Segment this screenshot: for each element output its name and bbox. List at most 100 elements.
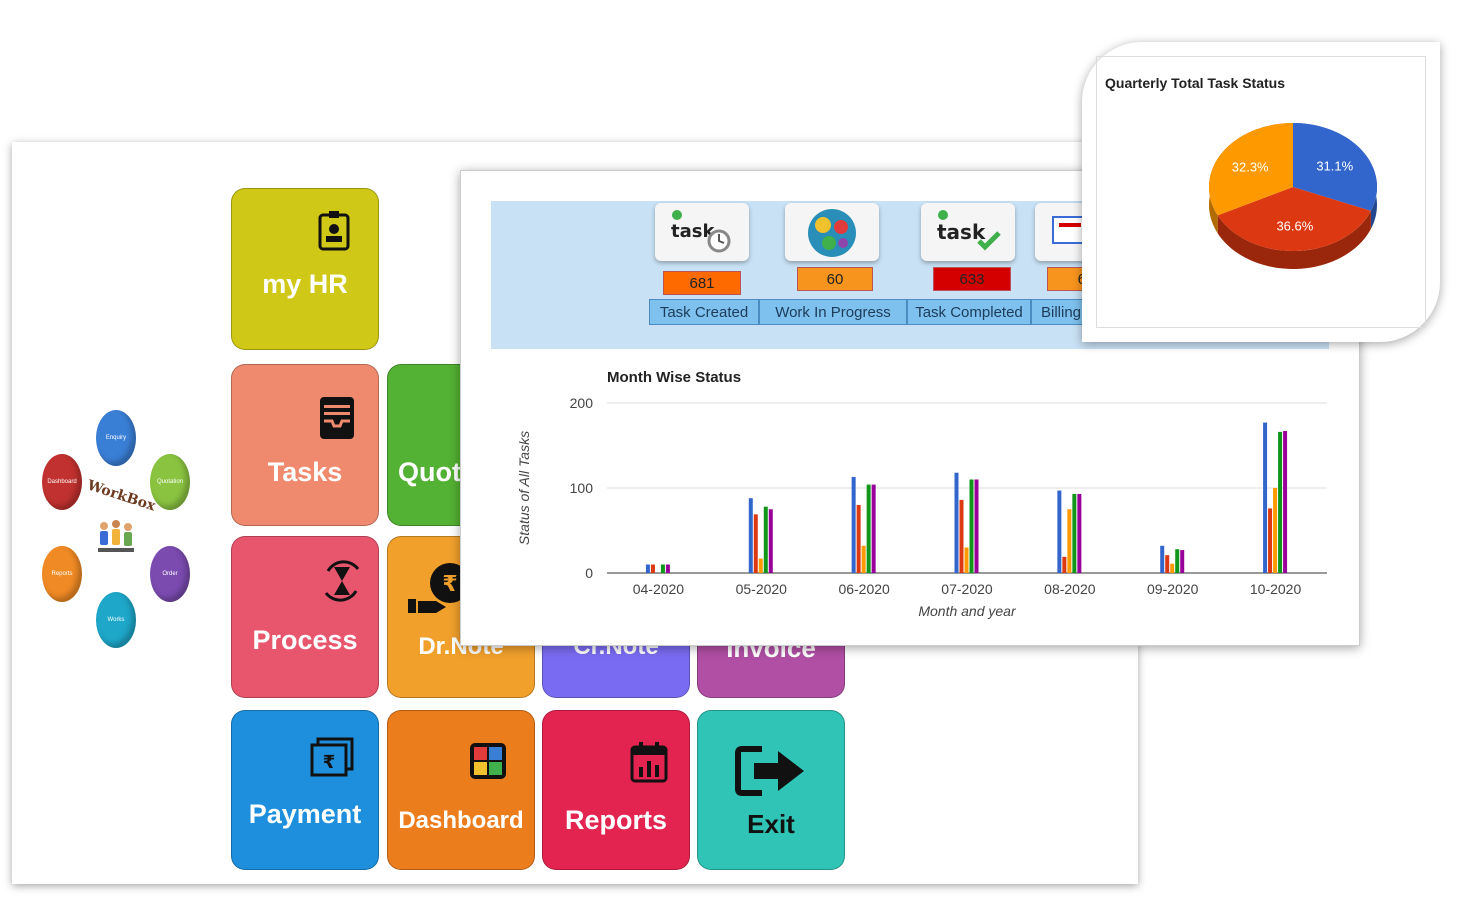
x-tick-label: 07-2020 xyxy=(941,581,993,597)
cycle-node-quotation: Quotation xyxy=(150,454,190,510)
pie-slice-side xyxy=(1217,210,1371,269)
tile-dashboard-label: Dashboard xyxy=(398,807,524,834)
team-people-icon xyxy=(98,520,134,552)
pie-slice-label: 31.1% xyxy=(1316,159,1353,174)
task-created-label: Task Created xyxy=(649,299,759,325)
bar xyxy=(856,505,861,573)
tile-tasks[interactable]: Tasks xyxy=(231,364,379,526)
pie-slice xyxy=(1293,123,1377,211)
stat-work-in-progress[interactable]: 60 Work In Progress xyxy=(759,201,907,349)
bill-icon xyxy=(1035,203,1091,261)
tile-process[interactable]: Process xyxy=(231,536,379,698)
id-badge-icon xyxy=(318,211,350,251)
workbox-cycle-logo: Enquiry Quotation Order Works Reports Da… xyxy=(40,410,190,650)
tile-exit-label: Exit xyxy=(747,809,795,839)
bar xyxy=(665,564,670,573)
bar xyxy=(866,484,871,573)
svg-text:₹: ₹ xyxy=(442,572,457,597)
bar xyxy=(1283,431,1288,573)
task-completed-count: 633 xyxy=(933,267,1011,291)
bar xyxy=(753,514,758,573)
inbox-tray-icon xyxy=(320,397,354,439)
bar xyxy=(1067,509,1072,573)
bar xyxy=(1072,493,1077,573)
x-tick-label: 05-2020 xyxy=(736,581,788,597)
dashboard-grid-icon xyxy=(470,743,506,779)
x-tick-label: 06-2020 xyxy=(838,581,890,597)
bar xyxy=(954,472,959,573)
svg-text:task: task xyxy=(937,220,986,244)
bar xyxy=(1180,550,1185,573)
workbox-logo-text: WorkBox xyxy=(85,477,158,515)
bar xyxy=(1057,490,1062,573)
month-wise-chart-title: Month Wise Status xyxy=(607,369,742,386)
tile-dashboard[interactable]: Dashboard xyxy=(387,710,535,870)
pie-slice xyxy=(1217,187,1371,251)
bar xyxy=(650,564,655,573)
task-check-icon: task xyxy=(921,203,1015,261)
tile-quotation-label: Quot xyxy=(398,457,461,487)
stat-task-created[interactable]: task 681 Task Created xyxy=(649,201,759,349)
task-clock-icon: task xyxy=(655,203,749,261)
task-completed-label: Task Completed xyxy=(907,299,1031,325)
quarterly-pie-card: Quarterly Total Task Status 31.1% 36.6% 32… xyxy=(1082,42,1440,342)
x-tick-label: 09-2020 xyxy=(1147,581,1199,597)
y-axis-label: Status of All Tasks xyxy=(516,431,532,545)
bar xyxy=(1170,563,1175,573)
cycle-node-dashboard: Dashboard xyxy=(42,454,82,510)
bar xyxy=(645,564,650,573)
x-tick-label: 08-2020 xyxy=(1044,581,1096,597)
month-wise-bar-chart: 0 100 200 04-2020 05-2020 06-2020 07-2020 08-20… xyxy=(516,395,1327,619)
quarterly-pie-chart: 31.1% 36.6% 32.3% xyxy=(1209,123,1377,269)
svg-text:₹: ₹ xyxy=(323,752,336,773)
quarterly-pie-panel: Quarterly Total Task Status 31.1% 36.6% 32… xyxy=(1096,56,1426,328)
x-axis-label: Month and year xyxy=(918,603,1017,619)
y-tick-label: 200 xyxy=(570,395,594,411)
bar xyxy=(1062,556,1067,573)
x-tick-label: 04-2020 xyxy=(633,581,685,597)
cycle-node-reports: Reports xyxy=(42,546,82,602)
dashboard-panel: task 681 Task Created 60 Work In Progres… xyxy=(460,170,1360,646)
bar xyxy=(763,506,768,573)
bar xyxy=(748,498,753,573)
rupee-notes-icon: ₹ xyxy=(310,737,354,777)
y-tick-label: 100 xyxy=(570,480,594,496)
bar xyxy=(861,545,866,573)
bar xyxy=(1165,555,1170,573)
bar xyxy=(1077,493,1082,573)
billing-label: Billing xyxy=(1031,299,1091,325)
work-in-progress-count: 60 xyxy=(797,267,873,291)
cycle-node-enquiry: Enquiry xyxy=(96,410,136,466)
tile-reports[interactable]: Reports xyxy=(542,710,690,870)
exit-arrow-icon xyxy=(735,746,804,796)
tile-payment[interactable]: ₹ Payment xyxy=(231,710,379,870)
calendar-chart-icon xyxy=(630,742,668,783)
stat-billing[interactable]: 6 Billing xyxy=(1031,201,1091,349)
bar xyxy=(969,479,974,573)
tile-payment-label: Payment xyxy=(248,799,362,829)
cycle-node-works: Works xyxy=(96,592,136,648)
tile-my-hr-label: my HR xyxy=(262,269,348,299)
bar xyxy=(974,479,979,573)
bar xyxy=(959,499,964,573)
bar xyxy=(1278,431,1283,573)
tile-exit[interactable]: Exit xyxy=(697,710,845,870)
x-tick-label: 10-2020 xyxy=(1250,581,1302,597)
cycle-node-order: Order xyxy=(150,546,190,602)
gears-icon xyxy=(785,203,879,261)
bar xyxy=(851,476,856,573)
pie-slice xyxy=(1209,123,1293,216)
bar xyxy=(758,558,763,573)
pie-slice-label: 32.3% xyxy=(1232,160,1269,175)
work-in-progress-label: Work In Progress xyxy=(759,299,907,325)
bar xyxy=(1263,422,1268,573)
bar xyxy=(871,484,876,573)
stat-task-completed[interactable]: task 633 Task Completed xyxy=(907,201,1031,349)
pie-slice-label: 36.6% xyxy=(1276,218,1313,233)
tile-process-label: Process xyxy=(252,625,358,655)
bar xyxy=(768,509,773,573)
tile-reports-label: Reports xyxy=(564,805,667,835)
tile-my-hr[interactable]: my HR xyxy=(231,188,379,350)
bar xyxy=(1273,488,1278,573)
hourglass-refresh-icon xyxy=(324,560,360,602)
